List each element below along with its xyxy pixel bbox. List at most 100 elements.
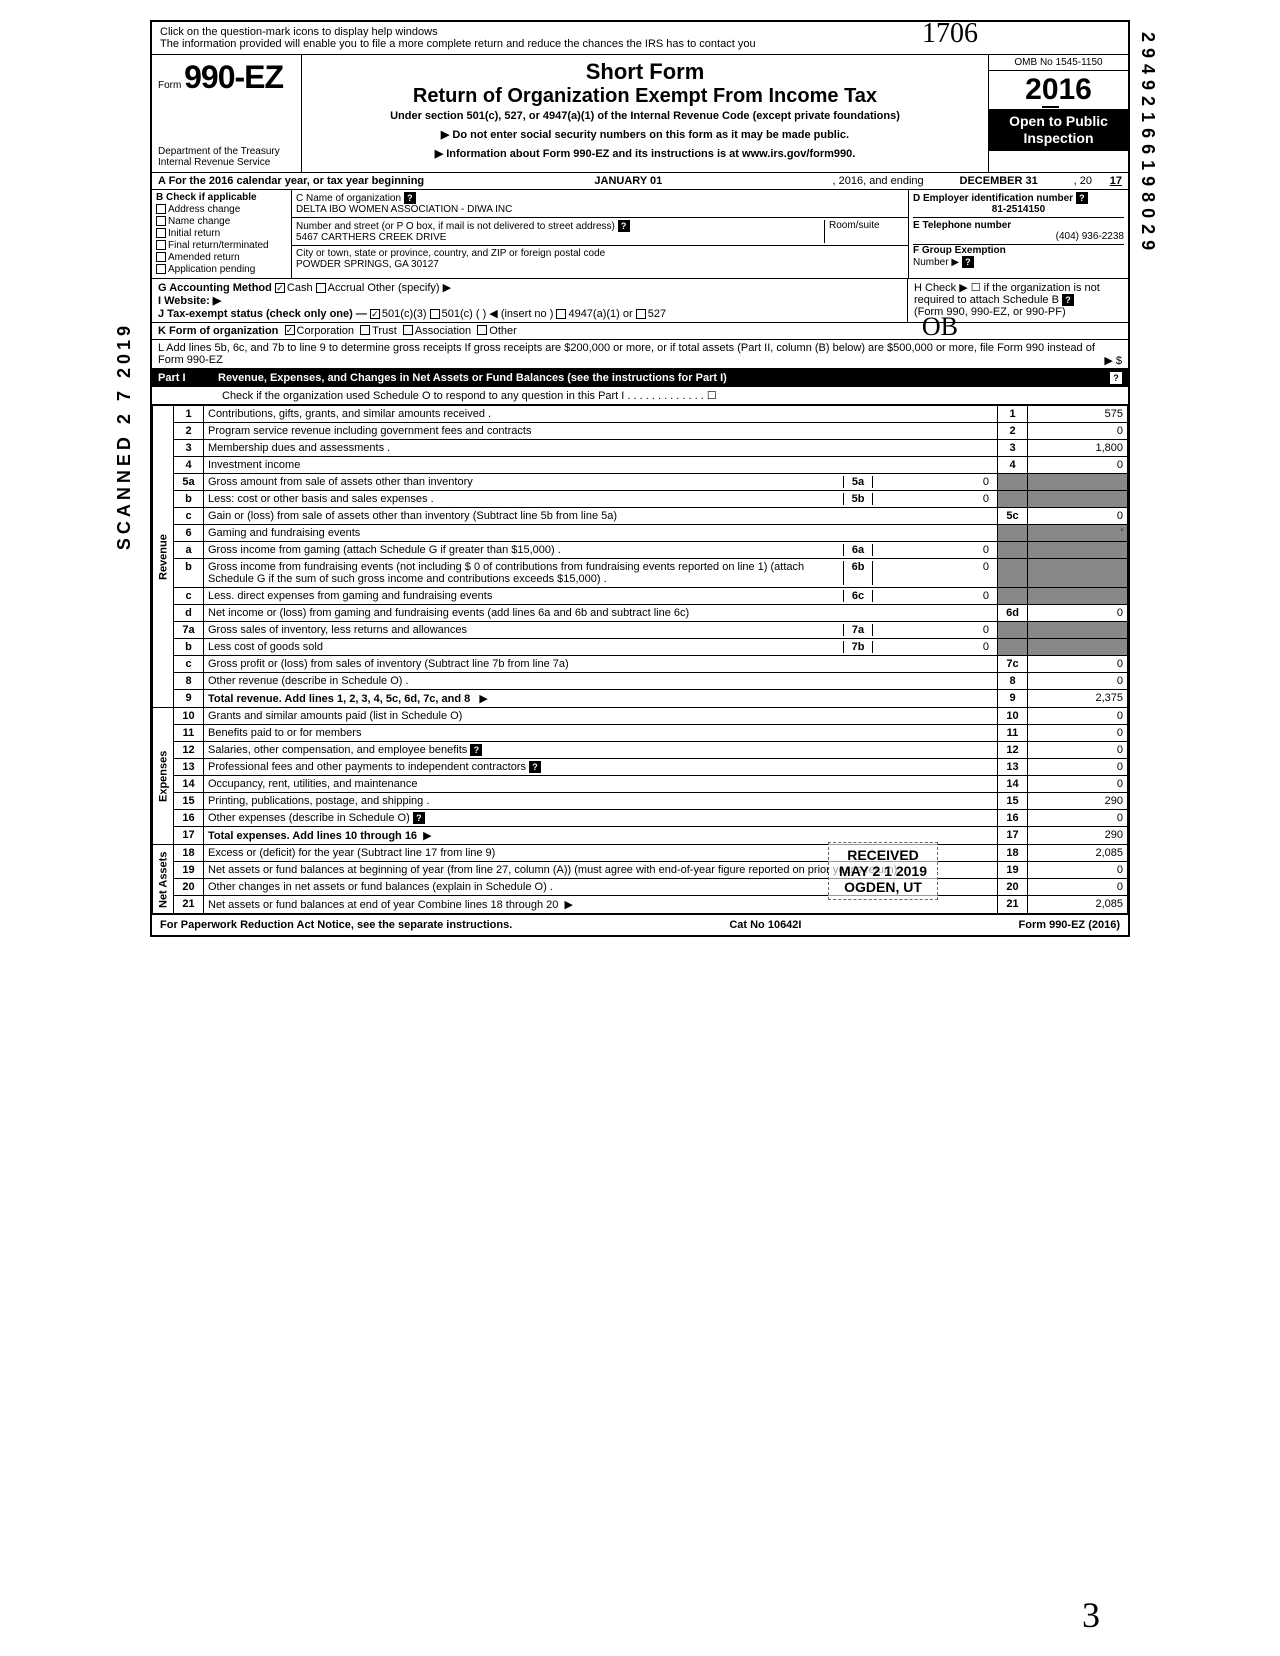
l2-num: 2	[174, 423, 204, 440]
l3-desc: Membership dues and assessments .	[204, 440, 998, 457]
l7c-val: 0	[1028, 656, 1128, 673]
d-label: D Employer identification number	[913, 193, 1073, 204]
l7c-rn: 7c	[998, 656, 1028, 673]
check-501c[interactable]	[430, 309, 440, 319]
footer: For Paperwork Reduction Act Notice, see …	[152, 914, 1128, 935]
l18-val: 2,085	[1028, 845, 1128, 862]
check-other[interactable]	[477, 325, 487, 335]
l4-num: 4	[174, 457, 204, 474]
l9-desc: Total revenue. Add lines 1, 2, 3, 4, 5c,…	[204, 690, 998, 708]
l21-val: 2,085	[1028, 896, 1128, 914]
l2-rn: 2	[998, 423, 1028, 440]
check-corp[interactable]	[285, 325, 295, 335]
l6a-shadev	[1028, 542, 1128, 559]
k-other: Other	[489, 325, 517, 337]
col-cd: C Name of organization ? DELTA IBO WOMEN…	[292, 190, 908, 278]
l14-desc: Occupancy, rent, utilities, and maintena…	[204, 776, 998, 793]
l12-rn: 12	[998, 742, 1028, 759]
city-label: City or town, state or province, country…	[296, 248, 605, 259]
l11-val: 0	[1028, 725, 1128, 742]
street-address: 5467 CARTHERS CREEK DRIVE	[296, 232, 446, 243]
l7a-desc: Gross sales of inventory, less returns a…	[204, 622, 998, 639]
l21-num: 21	[174, 896, 204, 914]
addr-label: Number and street (or P O box, if mail i…	[296, 221, 615, 232]
help-icon[interactable]: ?	[529, 761, 541, 773]
l3-rn: 3	[998, 440, 1028, 457]
omb-number: OMB No 1545-1150	[989, 55, 1128, 71]
dln-vertical: 29492166198029	[1137, 32, 1158, 256]
b-opt-final[interactable]: Final return/terminated	[156, 240, 287, 251]
help-icon[interactable]: ?	[1110, 372, 1122, 384]
l6d-desc: Net income or (loss) from gaming and fun…	[204, 605, 998, 622]
room-suite: Room/suite	[824, 220, 904, 243]
l1-val: 575	[1028, 406, 1128, 423]
check-assoc[interactable]	[403, 325, 413, 335]
open-public-1: Open to Public	[993, 113, 1124, 130]
check-4947[interactable]	[556, 309, 566, 319]
l14-rn: 14	[998, 776, 1028, 793]
l21-rn: 21	[998, 896, 1028, 914]
help-icon[interactable]: ?	[618, 220, 630, 232]
g-row: G Accounting Method Cash Accrual Other (…	[158, 281, 901, 294]
col-de: D Employer identification number ? 81-25…	[908, 190, 1128, 278]
g-label: G Accounting Method	[158, 282, 272, 294]
l6b-desc: Gross income from fundraising events (no…	[204, 559, 998, 588]
l7a-num: 7a	[174, 622, 204, 639]
b-opt-initial[interactable]: Initial return	[156, 228, 287, 239]
l7a-shade	[998, 622, 1028, 639]
j-527: 527	[648, 308, 666, 320]
l8-desc: Other revenue (describe in Schedule O) .	[204, 673, 998, 690]
l1-desc: Contributions, gifts, grants, and simila…	[204, 406, 998, 423]
help-icon[interactable]: ?	[1062, 294, 1074, 306]
help-icon[interactable]: ?	[470, 744, 482, 756]
b-opt-amended[interactable]: Amended return	[156, 252, 287, 263]
f-label: F Group Exemption	[913, 245, 1006, 256]
help-icon[interactable]: ?	[962, 256, 974, 268]
l15-val: 290	[1028, 793, 1128, 810]
l6-num: 6	[174, 525, 204, 542]
l15-rn: 15	[998, 793, 1028, 810]
expenses-vert: Expenses	[153, 708, 174, 845]
l5a-shade	[998, 474, 1028, 491]
g-cash: Cash	[287, 282, 313, 294]
l16-num: 16	[174, 810, 204, 827]
help-icon[interactable]: ?	[1076, 192, 1088, 204]
l4-val: 0	[1028, 457, 1128, 474]
l5b-num: b	[174, 491, 204, 508]
check-527[interactable]	[636, 309, 646, 319]
l7b-shade	[998, 639, 1028, 656]
l13-desc: Professional fees and other payments to …	[204, 759, 998, 776]
l7b-shadev	[1028, 639, 1128, 656]
l8-num: 8	[174, 673, 204, 690]
check-trust[interactable]	[360, 325, 370, 335]
phone: (404) 936-2238	[913, 231, 1124, 242]
help-icon[interactable]: ?	[413, 812, 425, 824]
b-opt-pending[interactable]: Application pending	[156, 264, 287, 275]
city-value: POWDER SPRINGS, GA 30127	[296, 259, 439, 270]
l16-desc: Other expenses (describe in Schedule O) …	[204, 810, 998, 827]
b-opt-name[interactable]: Name change	[156, 216, 287, 227]
l6b-shade	[998, 559, 1028, 588]
open-public-2: Inspection	[993, 130, 1124, 147]
l12-val: 0	[1028, 742, 1128, 759]
line-a-row: A For the 2016 calendar year, or tax yea…	[152, 173, 1128, 190]
title-row: Form 990-EZ Department of the Treasury I…	[152, 55, 1128, 173]
f-label2: Number ▶	[913, 257, 959, 268]
check-501c3[interactable]	[370, 309, 380, 319]
l6d-num: d	[174, 605, 204, 622]
part1-table: Revenue 1 Contributions, gifts, grants, …	[152, 405, 1128, 914]
k-label: K Form of organization	[158, 325, 278, 337]
j-insert: ) ◀ (insert no )	[483, 308, 554, 320]
l18-num: 18	[174, 845, 204, 862]
help-icon[interactable]: ?	[404, 192, 416, 204]
l6c-shade	[998, 588, 1028, 605]
l7a-shadev	[1028, 622, 1128, 639]
check-accrual[interactable]	[316, 283, 326, 293]
end-year-suffix: 17	[1092, 175, 1122, 187]
b-opt-address[interactable]: Address change	[156, 204, 287, 215]
c-label: C Name of organization	[296, 193, 401, 204]
dept-treasury: Department of the Treasury	[158, 146, 295, 157]
check-cash[interactable]	[275, 283, 285, 293]
l6b-num: b	[174, 559, 204, 588]
l15-desc: Printing, publications, postage, and shi…	[204, 793, 998, 810]
